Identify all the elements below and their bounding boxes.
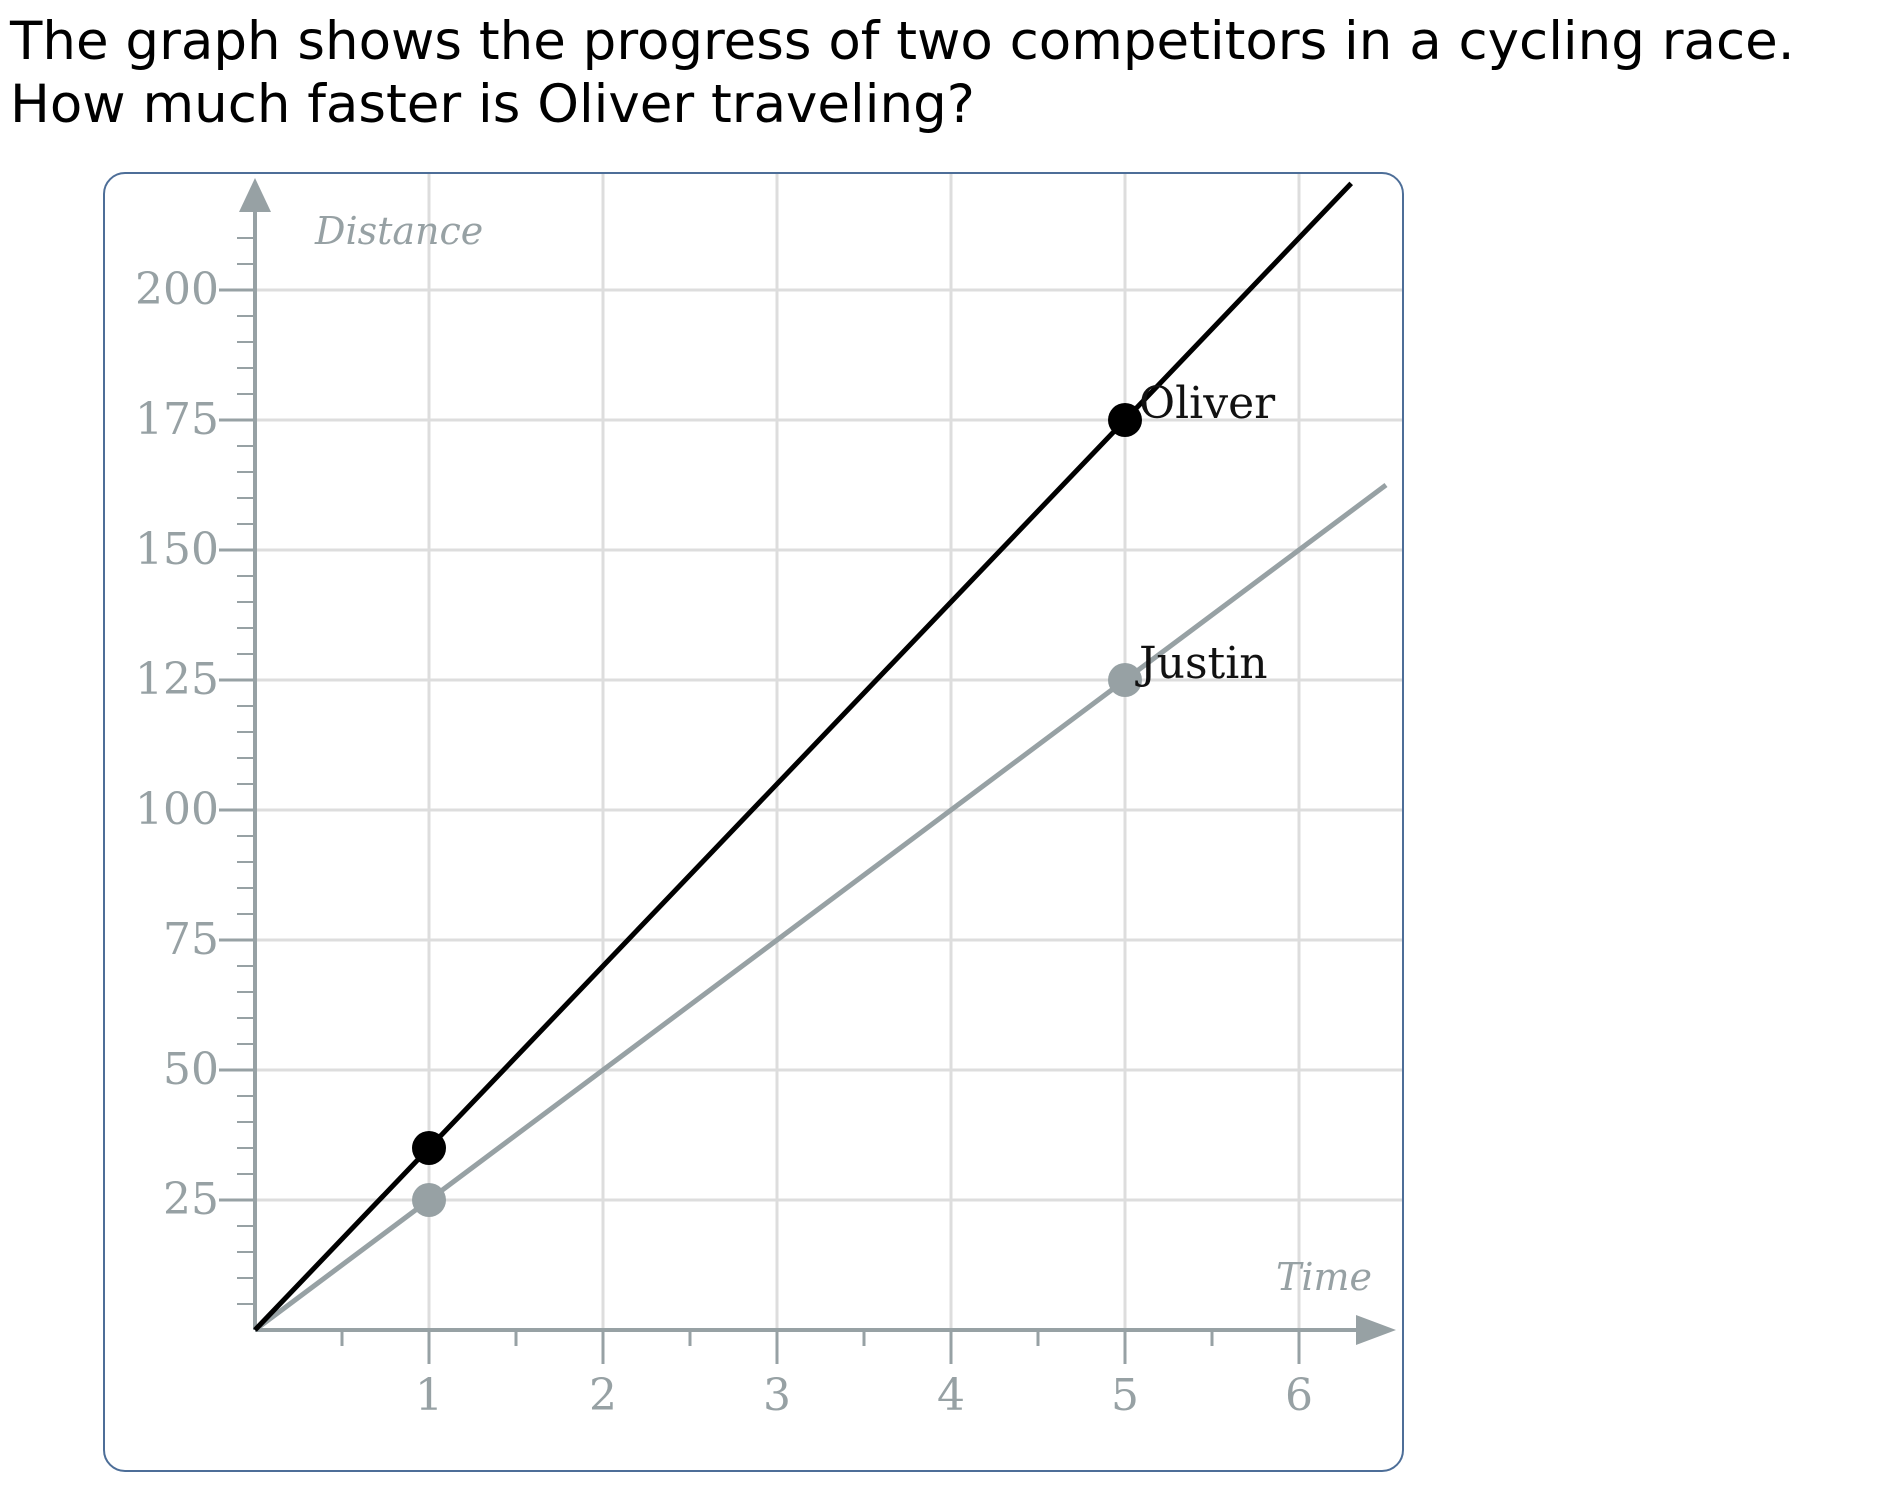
justin-line: [253, 482, 1388, 1333]
y-tick-label-125: 125: [135, 654, 219, 705]
y-tick-label-175: 175: [135, 394, 219, 445]
y-tick-label-75: 75: [163, 914, 219, 965]
series: Justin Oliver: [253, 181, 1388, 1333]
question-line-2: How much faster is Oliver traveling?: [10, 74, 975, 135]
axes: [219, 178, 1396, 1364]
x-tick-label-2: 2: [589, 1370, 617, 1421]
justin-point-x1: [412, 1183, 446, 1217]
justin-point-x5: [1108, 663, 1142, 697]
x-tick-label-5: 5: [1111, 1370, 1139, 1421]
graph-frame: 25 50 75 100 125 150 175 200 1 2 3 4 5 6 Justin Oliver…: [103, 172, 1404, 1472]
y-tick-label-150: 150: [135, 524, 219, 575]
tick-labels: 25 50 75 100 125 150 175 200 1 2 3 4 5 6: [135, 264, 1313, 1421]
oliver-point-x1: [412, 1131, 446, 1165]
oliver-label: Oliver: [1139, 378, 1276, 429]
x-tick-label-1: 1: [415, 1370, 443, 1421]
y-tick-label-100: 100: [135, 784, 219, 835]
grid: [255, 174, 1402, 1330]
y-axis-title: Distance: [314, 209, 483, 253]
y-tick-label-25: 25: [163, 1174, 219, 1225]
distance-time-graph: 25 50 75 100 125 150 175 200 1 2 3 4 5 6 Justin Oliver…: [135, 174, 1402, 1421]
x-axis-title: Time: [1276, 1255, 1372, 1299]
question-text: The graph shows the progress of two comp…: [10, 10, 1880, 136]
x-tick-label-3: 3: [763, 1370, 791, 1421]
justin-label: Justin: [1135, 638, 1268, 689]
minor-ticks: [237, 237, 1214, 1346]
x-tick-label-6: 6: [1285, 1370, 1313, 1421]
y-tick-label-50: 50: [163, 1044, 219, 1095]
y-tick-label-200: 200: [135, 264, 219, 315]
question-line-1: The graph shows the progress of two comp…: [10, 11, 1795, 72]
x-tick-label-4: 4: [937, 1370, 965, 1421]
x-axis-arrow: [1356, 1315, 1396, 1345]
y-axis-arrow: [239, 178, 271, 212]
oliver-point-x5: [1108, 403, 1142, 437]
